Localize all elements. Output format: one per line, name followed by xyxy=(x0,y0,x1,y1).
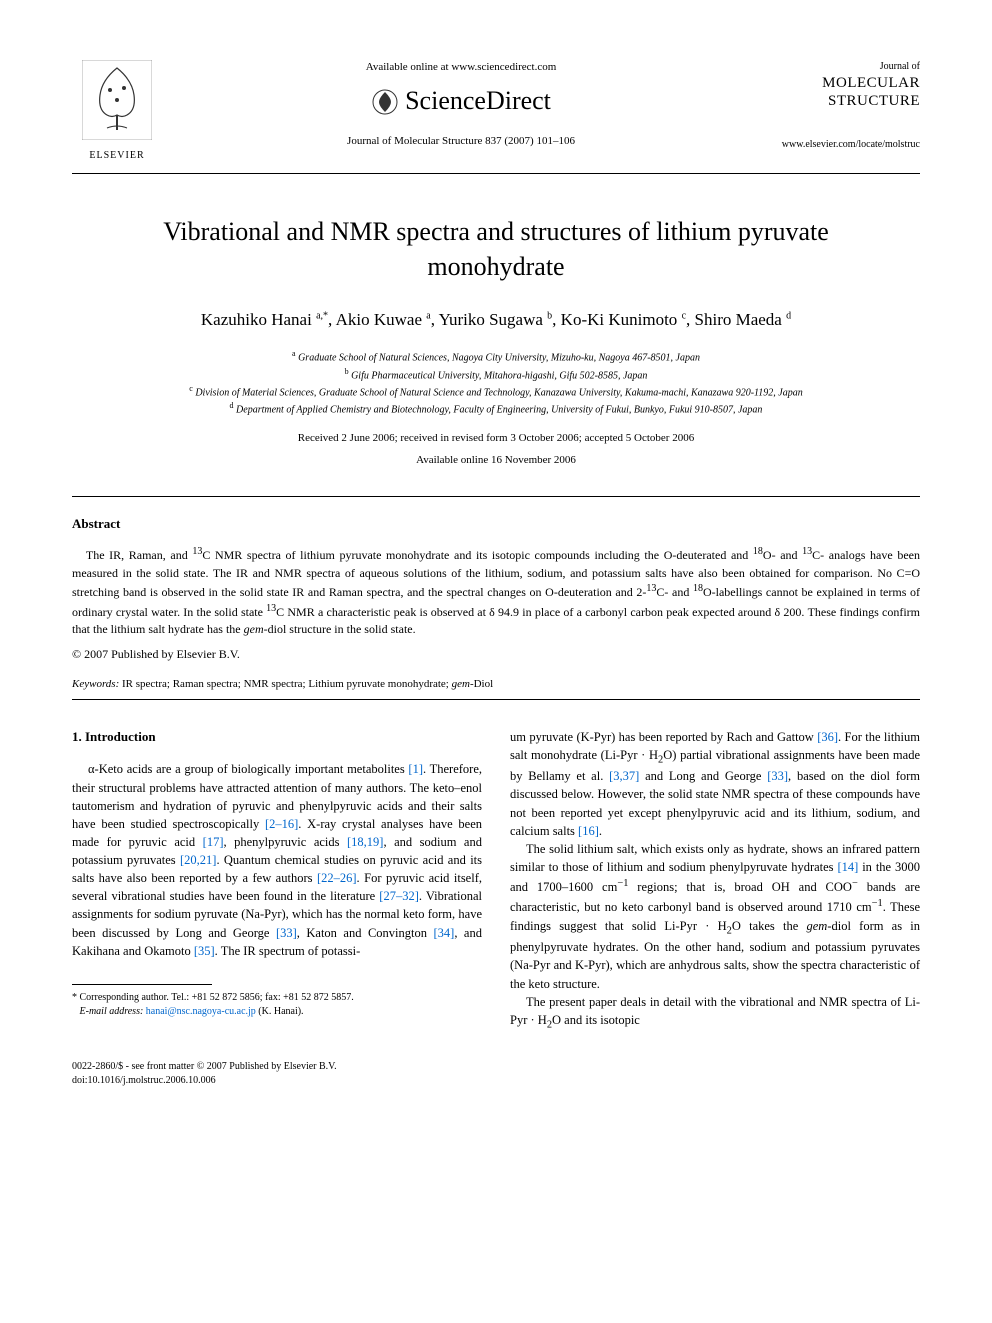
body-columns: 1. Introduction α-Keto acids are a group… xyxy=(72,728,920,1033)
abstract-top-rule xyxy=(72,496,920,497)
email-link[interactable]: hanai@nsc.nagoya-cu.ac.jp xyxy=(146,1006,256,1017)
abstract-text: The IR, Raman, and 13C NMR spectra of li… xyxy=(72,545,920,638)
corresponding-line: * Corresponding author. Tel.: +81 52 872… xyxy=(72,991,482,1005)
authors-line: Kazuhiko Hanai a,*, Akio Kuwae a, Yuriko… xyxy=(72,308,920,332)
ref-link[interactable]: [2–16] xyxy=(265,817,298,831)
footer-line1: 0022-2860/$ - see front matter © 2007 Pu… xyxy=(72,1060,920,1074)
left-column: 1. Introduction α-Keto acids are a group… xyxy=(72,728,482,1033)
ref-link[interactable]: [36] xyxy=(817,730,838,744)
affiliations-block: a Graduate School of Natural Sciences, N… xyxy=(72,348,920,417)
ref-link[interactable]: [35] xyxy=(194,944,215,958)
ref-link[interactable]: [20,21] xyxy=(180,853,216,867)
journal-url: www.elsevier.com/locate/molstruc xyxy=(760,138,920,152)
ref-link[interactable]: [3,37] xyxy=(609,769,639,783)
keywords-line: Keywords: IR spectra; Raman spectra; NMR… xyxy=(72,677,920,692)
sciencedirect-icon xyxy=(371,88,399,116)
elsevier-logo-block: ELSEVIER xyxy=(72,60,162,163)
footer-info: 0022-2860/$ - see front matter © 2007 Pu… xyxy=(72,1060,920,1088)
header-rule xyxy=(72,173,920,174)
center-header: Available online at www.sciencedirect.co… xyxy=(162,60,760,149)
affiliation-a: Graduate School of Natural Sciences, Nag… xyxy=(298,353,700,364)
footer-doi: doi:10.1016/j.molstruc.2006.10.006 xyxy=(72,1074,920,1088)
available-online-text: Available online at www.sciencedirect.co… xyxy=(162,60,760,75)
sciencedirect-text: ScienceDirect xyxy=(405,83,551,119)
ref-link[interactable]: [1] xyxy=(408,762,423,776)
ref-link[interactable]: [17] xyxy=(203,835,224,849)
elsevier-label: ELSEVIER xyxy=(72,149,162,163)
available-date: Available online 16 November 2006 xyxy=(72,453,920,468)
keywords-label: Keywords: xyxy=(72,678,119,690)
ref-link[interactable]: [18,19] xyxy=(347,835,383,849)
email-line: E-mail address: hanai@nsc.nagoya-cu.ac.j… xyxy=(72,1005,482,1019)
journal-title-block: Journal of MOLECULAR STRUCTURE www.elsev… xyxy=(760,60,920,152)
ref-link[interactable]: [33] xyxy=(767,769,788,783)
abstract-bottom-rule xyxy=(72,699,920,700)
email-suffix: (K. Hanai). xyxy=(258,1006,303,1017)
introduction-heading: 1. Introduction xyxy=(72,728,482,747)
intro-paragraph-2: The solid lithium salt, which exists onl… xyxy=(510,840,920,993)
journal-reference: Journal of Molecular Structure 837 (2007… xyxy=(162,134,760,149)
intro-paragraph-1: α-Keto acids are a group of biologically… xyxy=(72,760,482,959)
ref-link[interactable]: [14] xyxy=(837,860,858,874)
copyright-line: © 2007 Published by Elsevier B.V. xyxy=(72,646,920,663)
received-dates: Received 2 June 2006; received in revise… xyxy=(72,431,920,446)
footnote-rule xyxy=(72,984,212,985)
email-label: E-mail address: xyxy=(80,1006,144,1017)
ref-link[interactable]: [34] xyxy=(433,926,454,940)
right-column: um pyruvate (K-Pyr) has been reported by… xyxy=(510,728,920,1033)
affiliation-d: Department of Applied Chemistry and Biot… xyxy=(236,404,762,415)
sciencedirect-logo: ScienceDirect xyxy=(162,83,760,119)
keywords-text: IR spectra; Raman spectra; NMR spectra; … xyxy=(122,678,493,690)
ref-link[interactable]: [22–26] xyxy=(317,871,357,885)
header-row: ELSEVIER Available online at www.science… xyxy=(72,60,920,163)
abstract-heading: Abstract xyxy=(72,515,920,533)
journal-name-text: MOLECULAR STRUCTURE xyxy=(760,74,920,110)
ref-link[interactable]: [16] xyxy=(578,824,599,838)
elsevier-tree-icon xyxy=(82,60,152,140)
ref-link[interactable]: [27–32] xyxy=(379,889,419,903)
intro-paragraph-1-cont: um pyruvate (K-Pyr) has been reported by… xyxy=(510,728,920,840)
ref-link[interactable]: [33] xyxy=(276,926,297,940)
corresponding-author-footnote: * Corresponding author. Tel.: +81 52 872… xyxy=(72,991,482,1019)
intro-paragraph-3: The present paper deals in detail with t… xyxy=(510,993,920,1033)
affiliation-c: Division of Material Sciences, Graduate … xyxy=(195,387,802,398)
affiliation-b: Gifu Pharmaceutical University, Mitahora… xyxy=(351,370,647,381)
journal-small-label: Journal of xyxy=(760,60,920,74)
paper-title: Vibrational and NMR spectra and structur… xyxy=(112,214,880,284)
